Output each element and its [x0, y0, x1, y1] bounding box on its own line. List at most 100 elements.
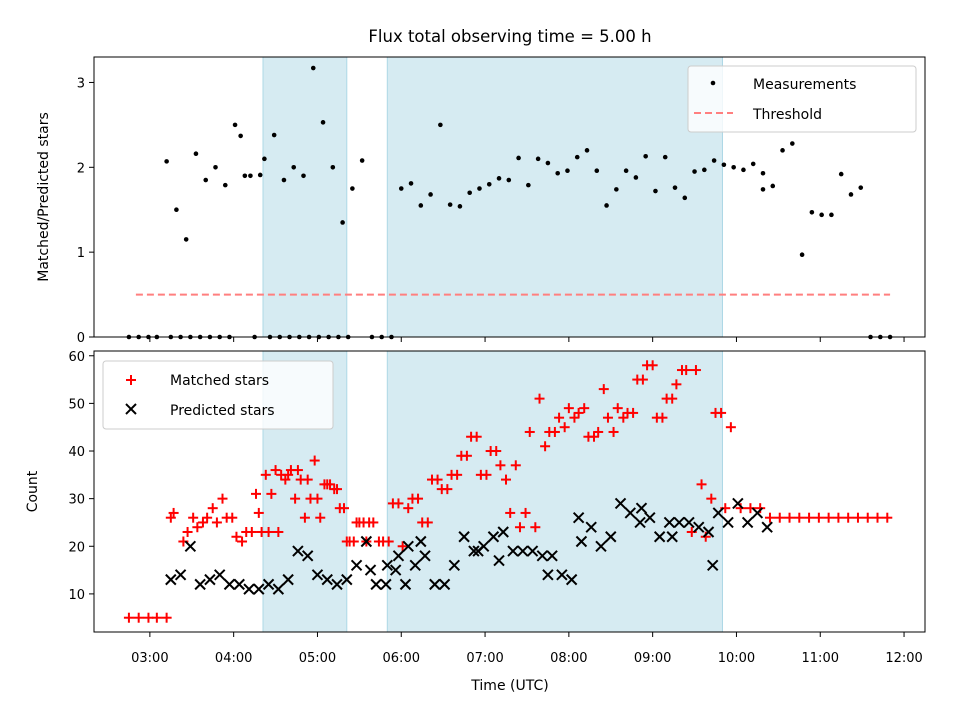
- matched-star-point: [602, 412, 613, 423]
- measurement-point: [222, 182, 228, 188]
- matched-star-point: [725, 422, 736, 433]
- matched-star-point: [843, 512, 854, 523]
- matched-star-point: [690, 365, 701, 376]
- chart-title: Flux total observing time = 5.00 h: [368, 27, 651, 46]
- legend-matched-label: Matched stars: [170, 373, 269, 389]
- top-y-tick-label: 0: [77, 331, 85, 346]
- predicted-star-point: [585, 521, 597, 533]
- matched-star-point: [862, 512, 873, 523]
- predicted-star-point: [712, 507, 725, 519]
- measurement-point: [359, 158, 365, 163]
- matched-star-point: [446, 469, 457, 480]
- measurement-point: [711, 158, 717, 163]
- predicted-star-point: [360, 535, 373, 548]
- predicted-star-point: [605, 531, 617, 543]
- measurement-point: [565, 168, 570, 173]
- measurement-point: [633, 175, 639, 180]
- matched-star-point: [237, 536, 248, 547]
- measurement-point: [545, 160, 551, 166]
- predicted-star-point: [370, 578, 382, 591]
- matched-star-point: [882, 512, 893, 523]
- predicted-star-point: [415, 535, 427, 548]
- predicted-star-point: [350, 559, 363, 572]
- matched-star-point: [485, 446, 496, 457]
- matched-star-point: [341, 536, 352, 547]
- matched-star-point: [299, 512, 310, 523]
- measurement-point: [238, 133, 243, 139]
- predicted-star-point: [497, 526, 509, 538]
- matched-star-point: [283, 469, 294, 480]
- matched-star-point: [263, 526, 274, 537]
- matched-star-point: [642, 360, 653, 371]
- predicted-star-point: [487, 531, 500, 543]
- predicted-star-point: [732, 497, 744, 510]
- matched-star-point: [241, 526, 252, 537]
- top-legend: Measurements Threshold: [687, 65, 917, 133]
- x-tick-label: 09:00: [634, 651, 671, 666]
- bottom-y-tick-label: 10: [68, 588, 85, 603]
- bottom-plot-frame: [93, 350, 926, 633]
- measurement-point: [584, 148, 590, 153]
- matched-star-point: [505, 507, 516, 518]
- predicted-star-point: [381, 559, 394, 572]
- predicted-star-point: [653, 531, 666, 543]
- predicted-star-point: [331, 578, 343, 591]
- measurement-point: [750, 161, 756, 167]
- predicted-star-point: [614, 497, 627, 510]
- predicted-star-point: [311, 569, 324, 581]
- top-y-axis-label: Matched/Predicted stars: [36, 112, 52, 282]
- predicted-star-point: [458, 531, 470, 543]
- measurement-point: [731, 165, 736, 170]
- measurement-point: [467, 190, 472, 196]
- measurement-point: [174, 207, 179, 213]
- matched-star-point: [217, 493, 228, 504]
- matched-star-point: [520, 507, 531, 518]
- matched-star-point: [696, 479, 707, 490]
- matched-star-point: [338, 503, 349, 514]
- measurement-point: [486, 181, 492, 187]
- predicted-star-point: [493, 554, 505, 567]
- predicted-star-point: [223, 578, 236, 591]
- matched-star-point: [466, 431, 477, 442]
- predicted-star-point: [595, 540, 607, 552]
- measurement-point: [535, 156, 541, 162]
- matched-star-point: [270, 465, 281, 476]
- predicted-star-point: [634, 516, 646, 529]
- measurement-point: [248, 173, 253, 179]
- predicted-star-point: [575, 535, 588, 548]
- measurement-point: [526, 182, 531, 188]
- predicted-star-point: [204, 573, 216, 586]
- matched-star-point: [804, 512, 815, 523]
- bottom-y-tick-label: 40: [68, 445, 85, 460]
- matched-star-point: [540, 441, 551, 452]
- predicted-star-point: [663, 516, 676, 529]
- predicted-star-point: [565, 573, 578, 586]
- matched-star-point: [852, 512, 863, 523]
- matched-star-point: [598, 384, 609, 395]
- bottom-axes: 10 20 30 40 50 60 03:00 04:00 05:00 06:00 07:00 08:…: [68, 350, 922, 666]
- matched-star-point: [593, 426, 604, 437]
- matched-star-point: [823, 512, 834, 523]
- predicted-star-point: [282, 573, 294, 586]
- predicted-star-point: [364, 564, 377, 576]
- predicted-star-point: [233, 578, 245, 591]
- predicted-star-point: [693, 521, 705, 533]
- matched-star-point: [436, 484, 447, 495]
- matched-star-point: [573, 407, 584, 418]
- predicted-star-point: [184, 540, 197, 552]
- matched-star-point: [188, 512, 199, 523]
- legend-measurements-label: Measurements: [753, 77, 856, 93]
- matched-star-point: [563, 403, 574, 414]
- matched-star-point: [397, 541, 408, 552]
- x-axis-label: Time (UTC): [470, 678, 548, 694]
- bottom-y-tick-label: 60: [68, 350, 85, 365]
- measurement-point: [203, 177, 209, 183]
- matched-star-point: [266, 488, 277, 499]
- matched-star-point: [872, 512, 883, 523]
- matched-star-point: [123, 612, 134, 623]
- predicted-star-point: [292, 545, 304, 557]
- matched-star-point: [182, 526, 193, 537]
- matched-star-point: [456, 450, 467, 461]
- matched-star-point: [207, 503, 218, 514]
